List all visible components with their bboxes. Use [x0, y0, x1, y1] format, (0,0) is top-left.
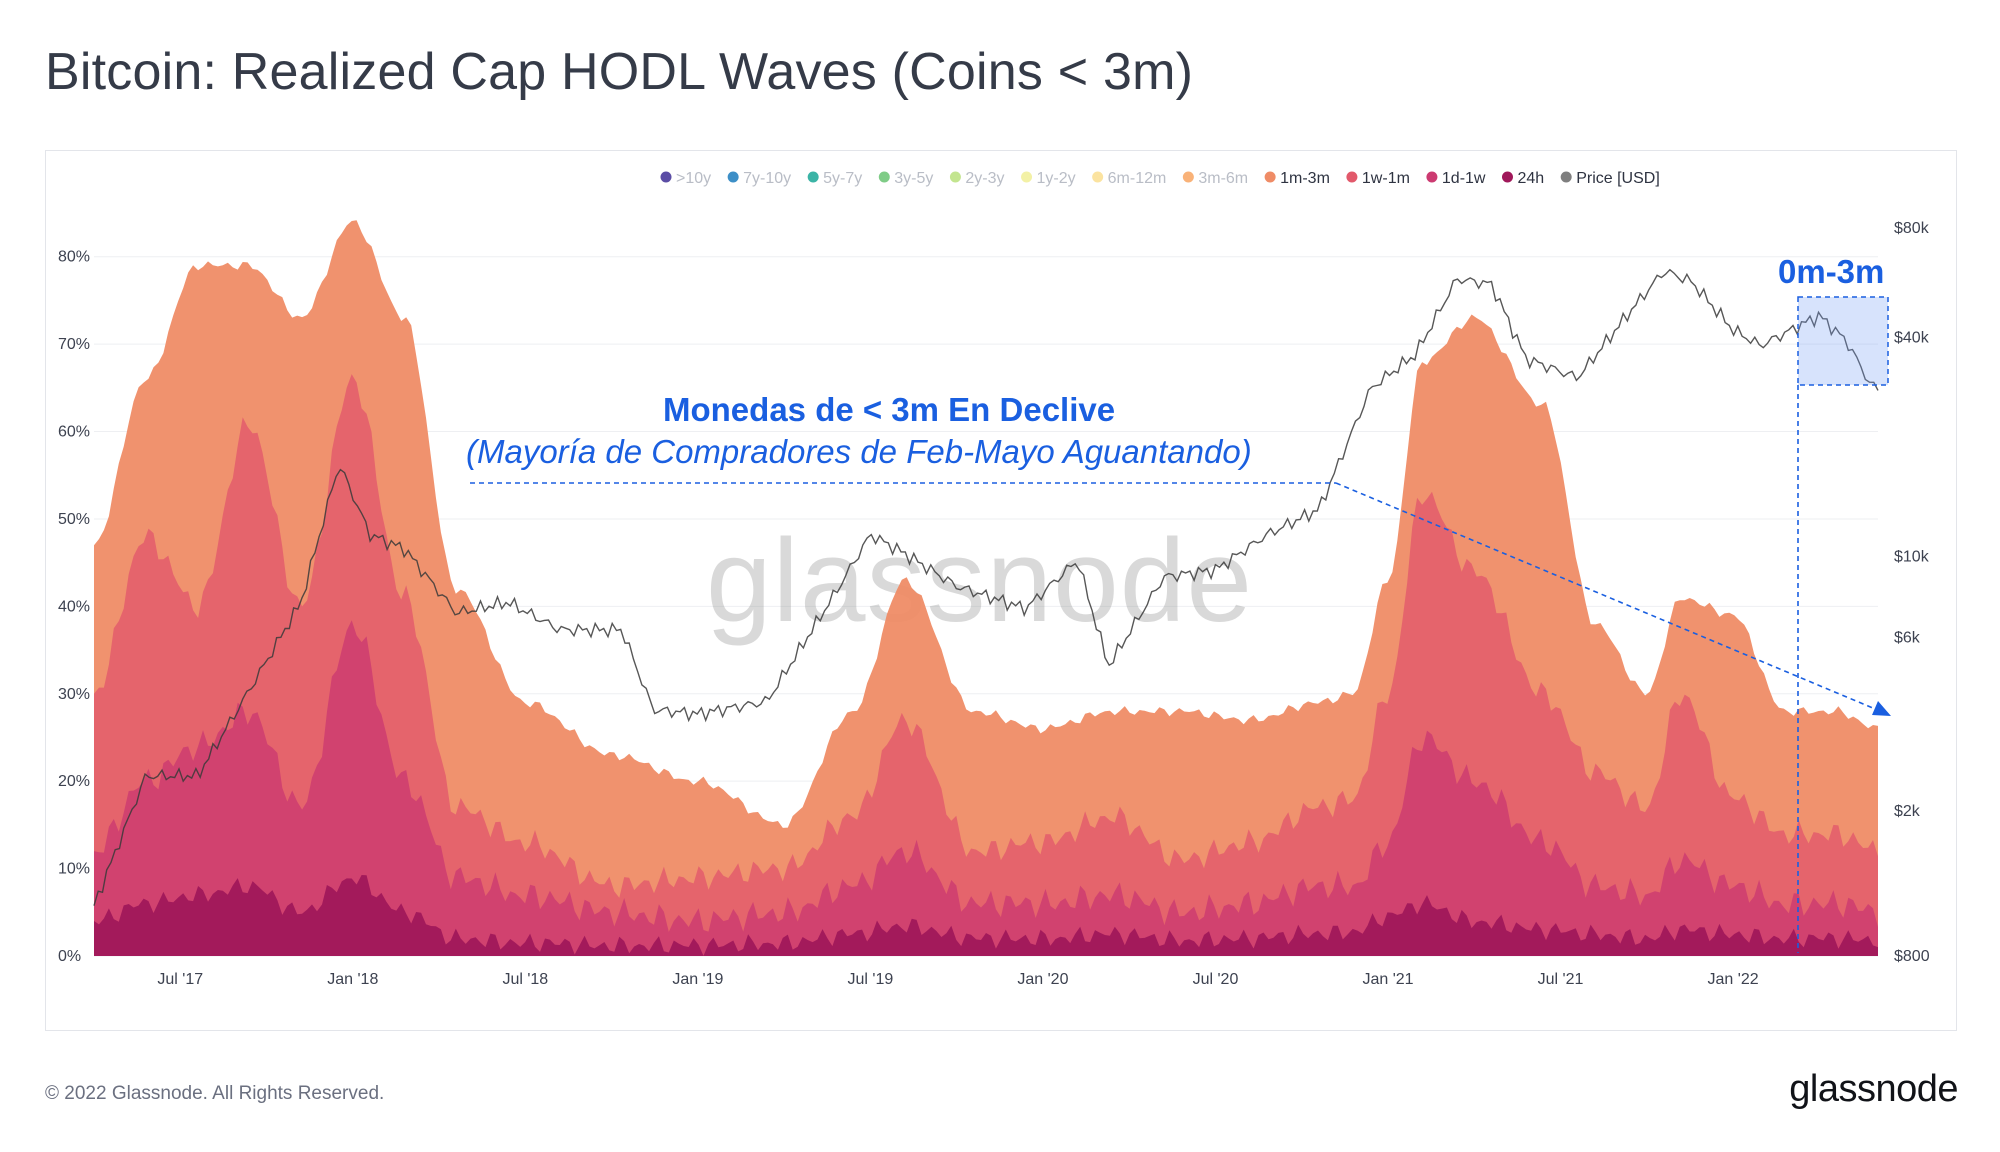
- area-1d-1w: [94, 620, 1878, 956]
- legend-marker: [1182, 171, 1194, 183]
- legend-marker: [1264, 171, 1276, 183]
- highlight-box: [1797, 296, 1889, 386]
- arrow-head-icon: [1872, 701, 1891, 716]
- legend-marker: [727, 171, 739, 183]
- y-right-tick-label: $80k: [1894, 220, 1930, 237]
- legend-marker: [1092, 171, 1104, 183]
- y-left-tick-label: 60%: [58, 424, 90, 441]
- legend-marker: [878, 171, 890, 183]
- y-left-tick-label: 10%: [58, 861, 90, 878]
- area-24h: [94, 875, 1878, 956]
- y-left-tick-label: 20%: [58, 773, 90, 790]
- x-tick-label: Jul '17: [157, 971, 203, 988]
- hodl-waves-chart: glassnode 0% 10% 20% 30% 40% 50% 60% 70% 80% $80…: [58, 170, 1930, 988]
- legend-marker: [1021, 171, 1033, 183]
- x-tick-label: Jul '19: [848, 971, 894, 988]
- x-tick-label: Jan '18: [327, 971, 378, 988]
- y-axis-right: $800 $2k $6k $10k $40k $80k: [1894, 220, 1930, 965]
- legend-label: Price [USD]: [1576, 170, 1660, 187]
- legend-label: 6m-12m: [1108, 170, 1167, 187]
- legend-label: 24h: [1517, 170, 1544, 187]
- y-left-tick-label: 70%: [58, 336, 90, 353]
- chart-frame: glassnode 0% 10% 20% 30% 40% 50% 60% 70% 80% $80…: [45, 150, 1957, 1031]
- legend-label: 1w-1m: [1362, 170, 1410, 187]
- y-right-tick-label: $2k: [1894, 803, 1921, 820]
- legend-marker: [807, 171, 819, 183]
- y-left-tick-label: 50%: [58, 511, 90, 528]
- page-title: Bitcoin: Realized Cap HODL Waves (Coins …: [45, 43, 1194, 101]
- copyright-text: © 2022 Glassnode. All Rights Reserved.: [45, 1083, 385, 1104]
- y-right-tick-label: $800: [1894, 948, 1930, 965]
- legend-label: 1y-2y: [1037, 170, 1076, 187]
- area-series: [94, 220, 1878, 957]
- legend-marker: [660, 171, 672, 183]
- annotation-title: Monedas de < 3m En Declive: [663, 391, 1115, 428]
- x-axis: Jul '17 Jan '18 Jul '18 Jan '19 Jul '19 Jan '…: [157, 971, 1758, 988]
- x-tick-label: Jul '18: [502, 971, 548, 988]
- x-tick-label: Jul '20: [1193, 971, 1239, 988]
- annotation-subtitle: (Mayoría de Compradores de Feb-Mayo Agua…: [466, 433, 1252, 470]
- legend-label: 3m-6m: [1198, 170, 1248, 187]
- x-tick-label: Jan '19: [672, 971, 723, 988]
- y-left-tick-label: 80%: [58, 249, 90, 266]
- legend-label: 2y-3y: [965, 170, 1004, 187]
- legend-marker: [1501, 171, 1513, 183]
- y-left-tick-label: 30%: [58, 686, 90, 703]
- x-tick-label: Jan '20: [1017, 971, 1068, 988]
- x-tick-label: Jan '22: [1708, 971, 1759, 988]
- legend-label: 5y-7y: [823, 170, 862, 187]
- legend-label: 7y-10y: [743, 170, 791, 187]
- legend-label: 3y-5y: [894, 170, 933, 187]
- x-tick-label: Jan '21: [1362, 971, 1413, 988]
- legend-label: 1d-1w: [1442, 170, 1486, 187]
- y-right-tick-label: $6k: [1894, 629, 1921, 646]
- legend-marker: [1346, 171, 1358, 183]
- y-axis-left: 0% 10% 20% 30% 40% 50% 60% 70% 80%: [58, 249, 90, 965]
- legend: >10y 7y-10y 5y-7y 3y-5y 2y-3y 1y-2y 6m-12m 3m-6…: [660, 170, 1660, 187]
- watermark: glassnode: [706, 515, 1253, 647]
- legend-marker: [949, 171, 961, 183]
- highlight-label: 0m-3m: [1778, 253, 1884, 290]
- legend-marker: [1560, 171, 1572, 183]
- y-right-tick-label: $10k: [1894, 549, 1930, 566]
- y-left-tick-label: 0%: [58, 948, 81, 965]
- legend-marker: [1426, 171, 1438, 183]
- y-right-tick-label: $40k: [1894, 330, 1930, 347]
- x-tick-label: Jul '21: [1538, 971, 1584, 988]
- legend-label: >10y: [676, 170, 711, 187]
- price-line: [93, 268, 1879, 906]
- price-series: [93, 268, 1879, 906]
- legend-label: 1m-3m: [1280, 170, 1330, 187]
- y-left-tick-label: 40%: [58, 598, 90, 615]
- glassnode-logo: glassnode: [1789, 1068, 1958, 1110]
